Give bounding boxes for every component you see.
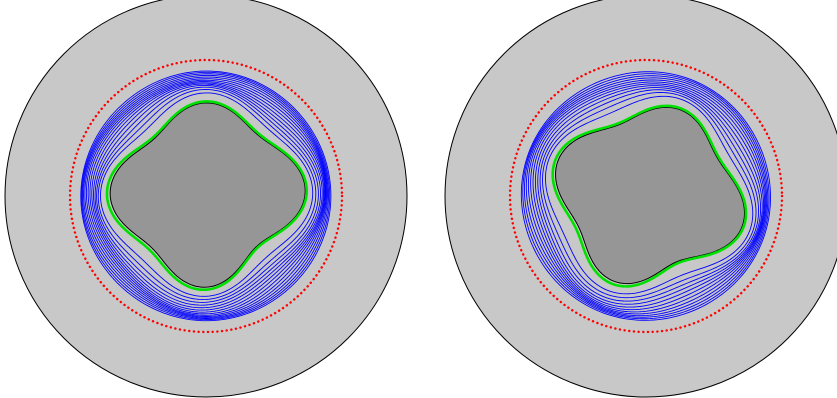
panel-left	[5, 0, 407, 397]
panel-right	[445, 0, 837, 397]
